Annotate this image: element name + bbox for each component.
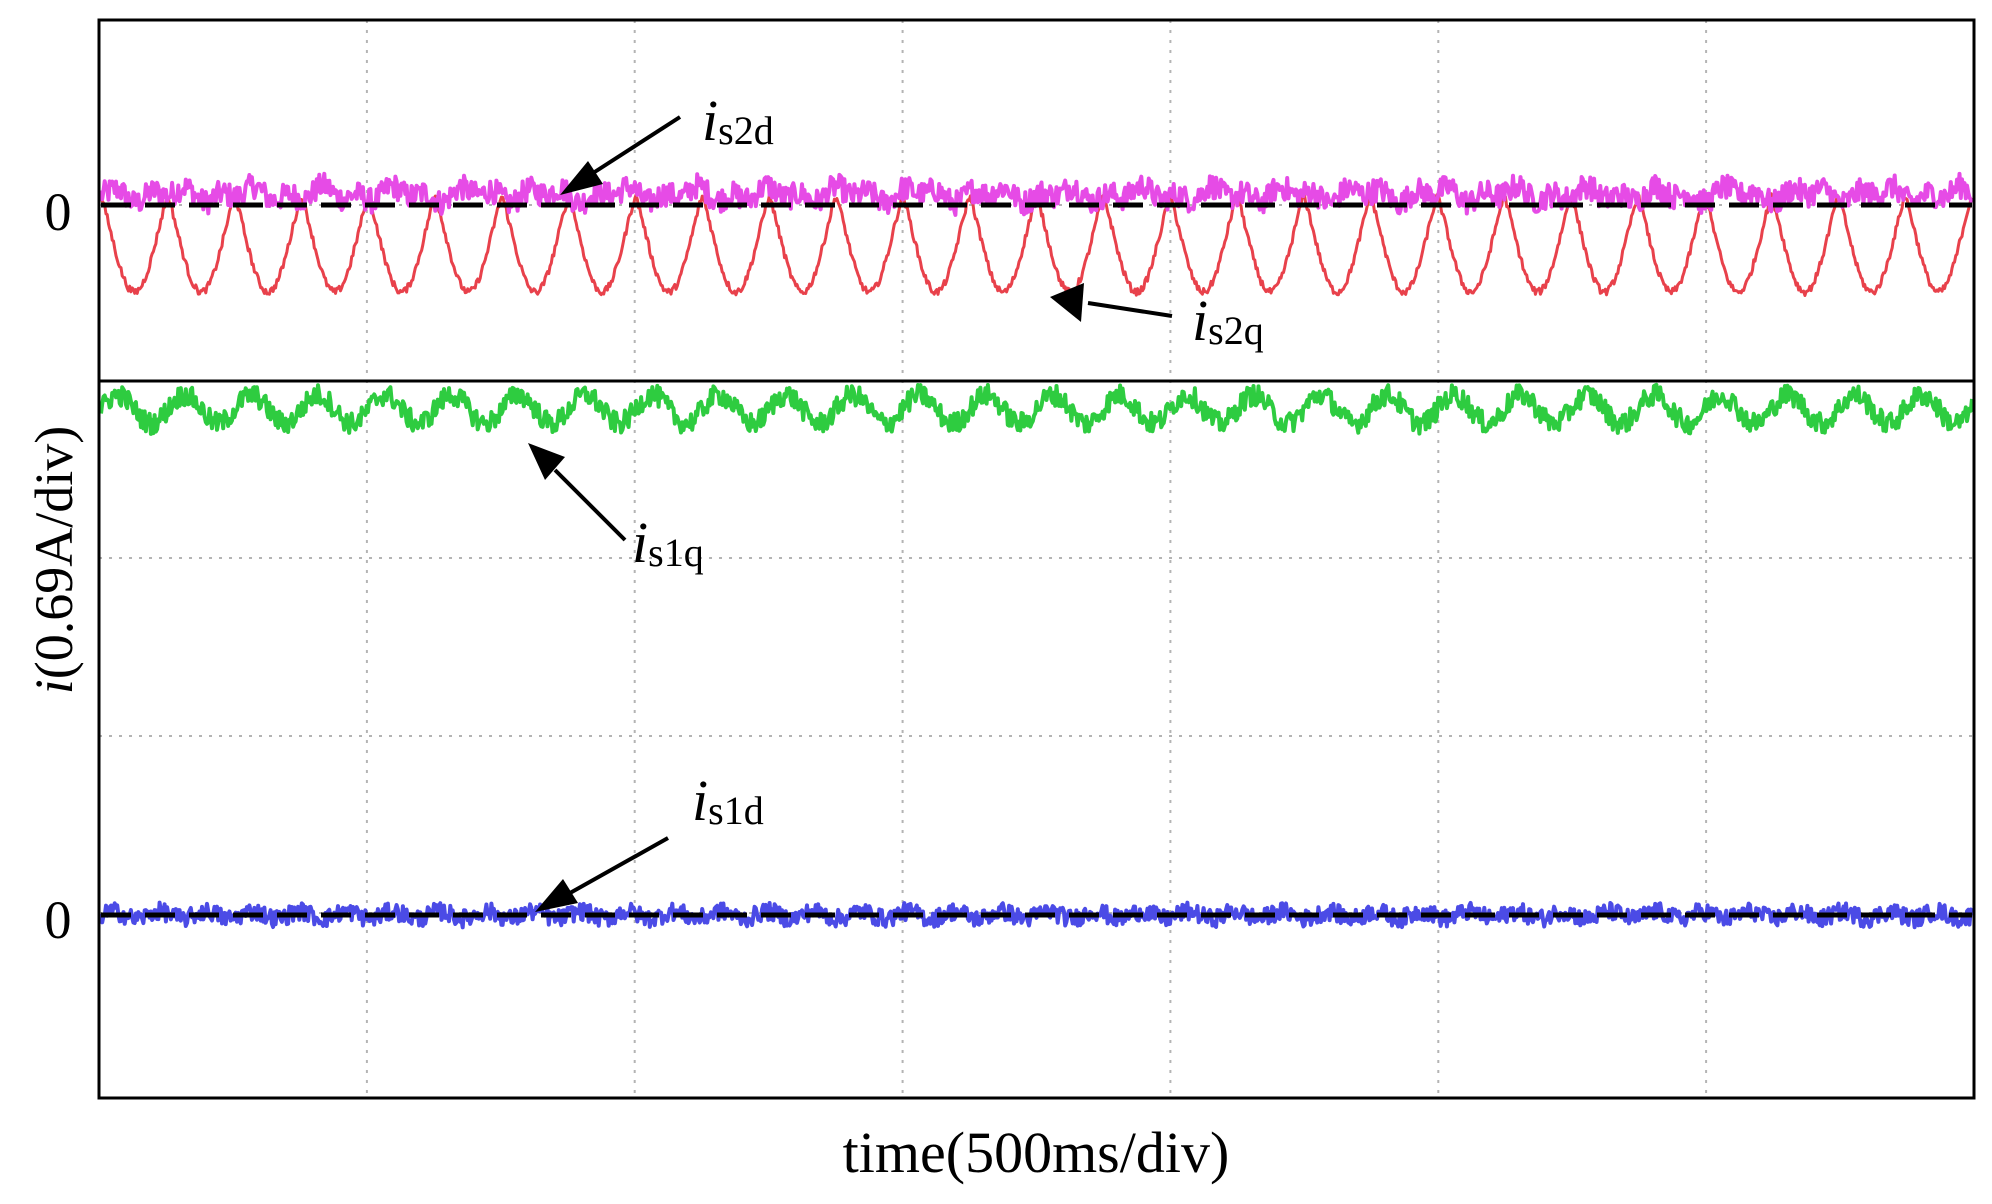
is2d-arrowhead <box>560 161 603 195</box>
annotation-is2q: is2q <box>1050 283 1264 353</box>
is1d-label: is1d <box>692 768 764 833</box>
annotation-is1d: is1d <box>535 768 764 912</box>
is2q-arrow-shaft <box>1087 301 1173 318</box>
is2q-label: is2q <box>1192 288 1264 353</box>
is2d-label: is2d <box>702 88 774 153</box>
lower-zero-tick-label: 0 <box>45 890 72 950</box>
is2d-arrow-shaft <box>588 115 682 177</box>
upper-zero-tick-label: 0 <box>45 182 72 242</box>
waveform-traces <box>99 171 1974 930</box>
is1d-arrowhead <box>535 879 578 912</box>
horizontal-gridlines <box>99 204 1974 914</box>
is2q-arrowhead <box>1050 283 1084 322</box>
is1d-arrow-shaft <box>569 836 669 895</box>
plot-frame <box>97 18 1976 1100</box>
y-axis-label: i(0.69A/div) <box>24 426 84 694</box>
is2d-trace <box>99 171 1974 217</box>
annotation-is1q: is1q <box>528 443 704 575</box>
is1q-label: is1q <box>632 510 704 575</box>
is1q-arrowhead <box>528 443 565 480</box>
x-axis-label: time(500ms/div) <box>843 1120 1230 1185</box>
is2q-trace <box>99 192 1974 297</box>
is1q-arrow-shaft <box>553 468 627 542</box>
y-axis-label-i: i <box>24 679 84 694</box>
is1q-trace <box>99 382 1974 436</box>
annotation-is2d: is2d <box>560 88 774 195</box>
y-axis-label-unit: (0.69A/div) <box>24 426 84 679</box>
